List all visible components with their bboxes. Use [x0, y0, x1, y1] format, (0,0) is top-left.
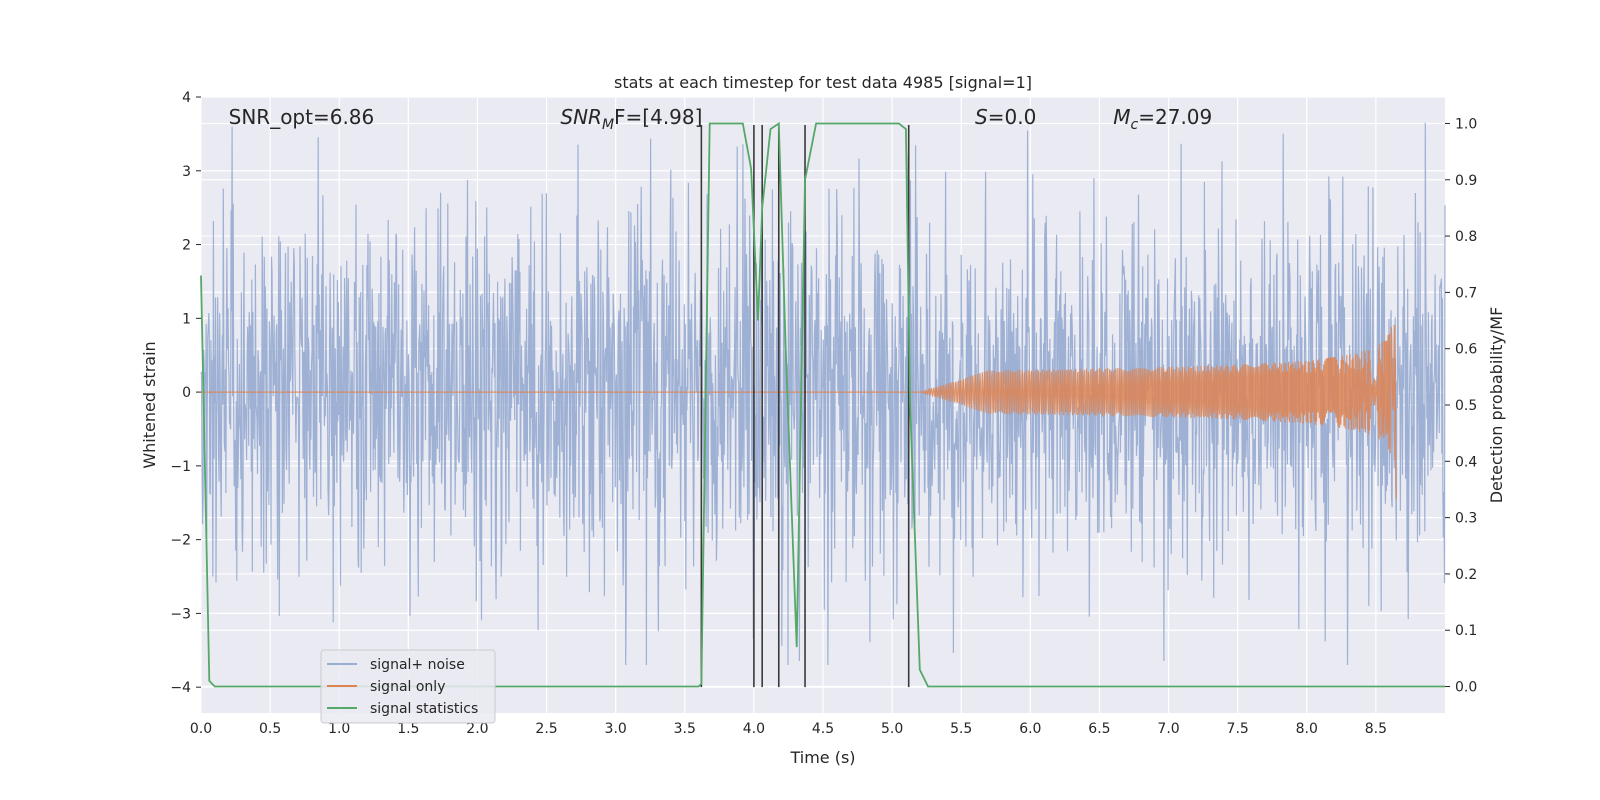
y-tick-label: 4 [182, 90, 191, 106]
y-axis-ticks: 4 3 2 1 0 −1 −2 −3 −4 [170, 90, 201, 696]
y-tick-label: −4 [170, 680, 191, 696]
signal-only-line [201, 324, 1397, 500]
annotations: SNR_opt=6.86 SNRMF=[4.98] S=0.0 Mc=27.09 [229, 105, 1213, 133]
legend-label-signal-noise: signal+ noise [370, 657, 465, 673]
legend-label-signal-statistics: signal statistics [370, 701, 478, 717]
y-axis-label: Whitened strain [140, 341, 159, 468]
x-tick-label: 3.0 [605, 721, 627, 737]
x-tick-label: 4.0 [743, 721, 765, 737]
y2-tick-label: 0.5 [1455, 398, 1477, 414]
x-tick-label: 8.5 [1365, 721, 1387, 737]
series-signal-noise [200, 122, 1446, 666]
y-tick-label: 1 [182, 311, 191, 327]
x-tick-label: 0.5 [259, 721, 281, 737]
y-tick-label: −2 [170, 533, 191, 549]
annotation-3: Mc=27.09 [1113, 105, 1212, 133]
annotation-1: SNRMF=[4.98] [560, 105, 702, 133]
y2-axis-label: Detection probability/MF [1487, 307, 1506, 504]
y2-tick-label: 0.6 [1455, 342, 1477, 358]
x-tick-label: 6.0 [1019, 721, 1041, 737]
y2-tick-label: 0.1 [1455, 623, 1477, 639]
x-tick-label: 0.0 [190, 721, 212, 737]
legend-box [320, 649, 496, 724]
y2-tick-label: 0.8 [1455, 229, 1477, 245]
y-tick-label: −3 [170, 606, 191, 622]
x-tick-label: 2.5 [535, 721, 557, 737]
x-tick-label: 5.5 [950, 721, 972, 737]
y-tick-label: −1 [170, 459, 191, 475]
annotation-2: S=0.0 [975, 105, 1036, 129]
y2-tick-label: 0.2 [1455, 567, 1477, 583]
y2-tick-label: 0.9 [1455, 173, 1477, 189]
x-tick-label: 3.5 [674, 721, 696, 737]
signal-statistics-line [200, 121, 1445, 688]
y2-tick-label: 0.0 [1455, 680, 1477, 696]
y2-tick-label: 0.3 [1455, 511, 1477, 527]
y-tick-label: 2 [182, 238, 191, 254]
x-tick-label: 6.5 [1088, 721, 1110, 737]
x-axis-label: Time (s) [789, 748, 855, 767]
signal-noise-line [200, 122, 1446, 666]
x-tick-label: 7.0 [1157, 721, 1179, 737]
x-tick-label: 5.0 [881, 721, 903, 737]
y2-tick-label: 0.7 [1455, 285, 1477, 301]
x-tick-label: 1.5 [397, 721, 419, 737]
y2-axis-ticks: 1.0 0.9 0.8 0.7 0.6 0.5 0.4 0.3 0.2 0.1 0.0 [1445, 116, 1477, 696]
legend-label-signal-only: signal only [370, 679, 445, 695]
x-tick-label: 1.0 [328, 721, 350, 737]
series-signal-statistics [200, 121, 1445, 688]
x-axis-ticks: 0.0 0.5 1.0 1.5 2.0 2.5 3.0 3.5 4.0 4.5 5.0 5.5 6.0 6… [190, 721, 1387, 737]
chart-title: stats at each timestep for test data 498… [614, 73, 1032, 92]
series-signal-only [201, 324, 1397, 500]
y-tick-label: 0 [182, 385, 191, 401]
legend: signal+ noise signal only signal statist… [320, 649, 496, 724]
y-tick-label: 3 [182, 164, 191, 180]
x-tick-label: 2.0 [466, 721, 488, 737]
x-tick-label: 4.5 [812, 721, 834, 737]
y2-tick-label: 1.0 [1455, 116, 1477, 132]
y2-tick-label: 0.4 [1455, 454, 1477, 470]
annotation-0: SNR_opt=6.86 [229, 105, 375, 129]
x-tick-label: 7.5 [1227, 721, 1249, 737]
x-tick-label: 8.0 [1296, 721, 1318, 737]
